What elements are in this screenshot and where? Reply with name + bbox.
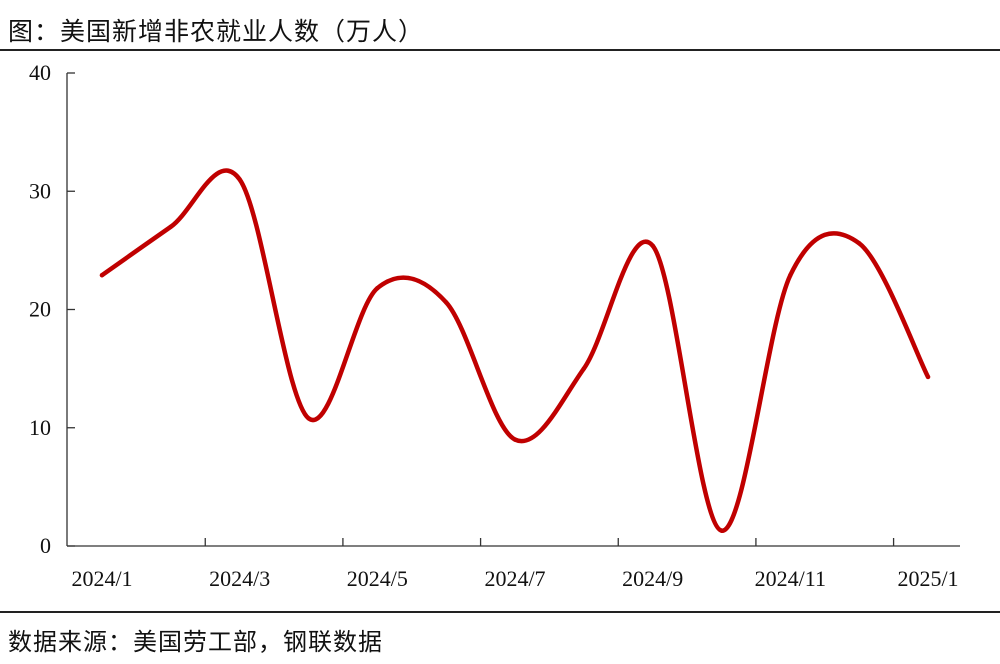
x-tick-label: 2024/5 [347, 566, 408, 591]
x-tick-label: 2024/1 [71, 566, 132, 591]
y-tick-label: 10 [29, 415, 51, 440]
chart-title: 图：美国新增非农就业人数（万人） [8, 17, 425, 46]
data-point [237, 177, 242, 182]
series-line [99, 168, 931, 533]
x-axis-ticks: 2024/1 2024/3 2024/5 2024/7 2024/9 2024/11 202… [71, 538, 959, 591]
data-point [512, 437, 518, 442]
data-point [650, 243, 655, 248]
data-point [375, 286, 380, 291]
data-point [99, 273, 105, 278]
y-tick-label: 30 [29, 178, 51, 203]
y-tick-label: 40 [29, 60, 51, 85]
x-tick-label: 2025/1 [897, 566, 958, 591]
data-point [719, 528, 724, 533]
data-point [443, 300, 449, 305]
data-source-note: 数据来源：美国劳工部，钢联数据 [8, 628, 383, 656]
y-axis-ticks: 0 10 20 30 40 [29, 60, 75, 558]
data-point [581, 366, 587, 371]
x-tick-label: 2024/9 [622, 566, 683, 591]
y-tick-label: 20 [29, 297, 51, 322]
y-tick-label: 0 [40, 533, 51, 558]
header-divider [0, 49, 1000, 51]
line-chart: 0 10 20 30 40 2024/1 2024/3 2024/5 2024/7 2024/9… [29, 60, 960, 591]
data-point [306, 416, 311, 421]
data-point [856, 241, 862, 246]
data-point [168, 224, 174, 229]
data-point [925, 374, 931, 380]
footer-divider [0, 611, 1000, 613]
x-tick-label: 2024/7 [484, 566, 545, 591]
axes [66, 73, 960, 547]
x-tick-label: 2024/11 [755, 566, 826, 591]
series-layer [99, 168, 931, 533]
data-point [788, 273, 793, 278]
x-tick-label: 2024/3 [209, 566, 270, 591]
